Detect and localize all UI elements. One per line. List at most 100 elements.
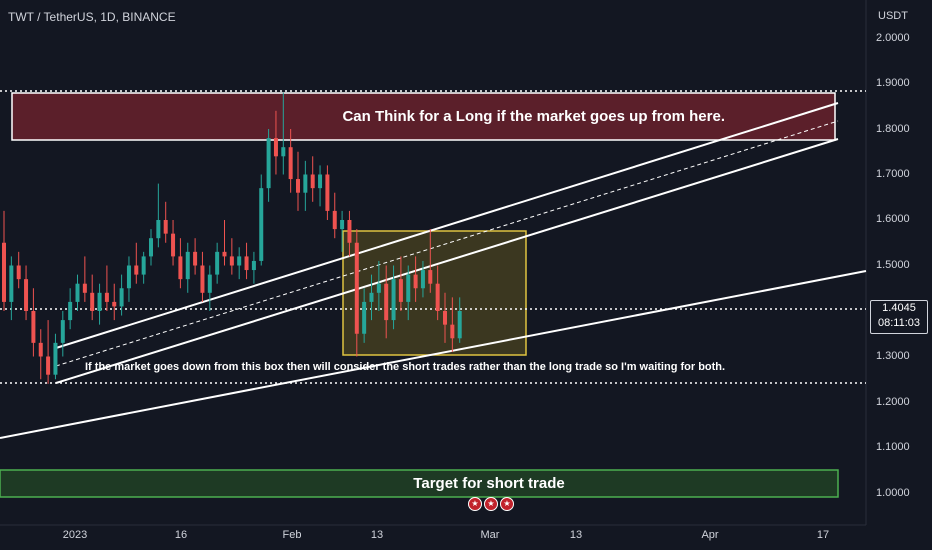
y-tick-label: 1.9000: [876, 77, 910, 89]
candle-body: [332, 210, 337, 230]
candle-body: [354, 242, 359, 334]
candle-body: [24, 279, 29, 311]
us-flag-event-icon[interactable]: ★: [468, 497, 482, 511]
x-tick-label: Mar: [480, 529, 500, 541]
candle-body: [119, 288, 124, 307]
y-tick-label: 1.6000: [876, 213, 910, 225]
candle-body: [443, 311, 447, 325]
candle-body: [450, 324, 455, 339]
candle-body: [288, 147, 293, 180]
y-tick-label: 1.0000: [876, 487, 910, 499]
x-tick-label: 2023: [62, 529, 88, 541]
candle-body: [244, 256, 249, 271]
candle-body: [376, 283, 381, 293]
candle-body: [16, 265, 21, 280]
x-tick-label: 13: [569, 529, 583, 541]
long-zone: [11, 92, 836, 141]
candle-body: [413, 274, 418, 289]
candle-body: [398, 279, 403, 302]
x-tick-label: Feb: [282, 529, 302, 541]
candle-body: [391, 279, 396, 321]
candle-body: [75, 283, 80, 302]
candle-body: [193, 251, 198, 266]
candle-body: [296, 179, 300, 193]
candle-body: [134, 265, 139, 275]
y-tick-label: 1.2000: [876, 396, 910, 408]
candle-body: [347, 220, 352, 243]
candle-body: [46, 356, 51, 375]
candle-body: [141, 256, 146, 275]
box-note-label: If the market goes down from this box th…: [85, 361, 726, 373]
economic-events-row[interactable]: ★ ★ ★: [468, 497, 514, 511]
candle-body: [97, 292, 102, 311]
x-tick-label: Apr: [701, 529, 719, 541]
candle-body: [149, 238, 153, 257]
candle-body: [251, 260, 256, 271]
target-zone-label: Target for short trade: [413, 475, 565, 492]
candle-body: [303, 174, 308, 193]
chart-header-title: TWT / TetherUS, 1D, BINANCE: [8, 10, 176, 24]
candle-body: [229, 256, 234, 266]
candle-body: [420, 270, 425, 289]
candle-body: [82, 283, 87, 293]
y-tick-label: 2.0000: [876, 32, 910, 44]
candle-body: [237, 256, 242, 266]
candle-body: [340, 220, 345, 230]
y-tick-label: 1.3000: [876, 350, 910, 362]
candle-body: [2, 242, 6, 302]
candle-body: [428, 270, 433, 284]
candle-body: [112, 301, 117, 307]
candle-body: [215, 251, 220, 275]
y-tick-label: 1.1000: [876, 441, 910, 453]
x-tick-label: 13: [370, 529, 384, 541]
x-tick-label: 16: [174, 529, 188, 541]
candle-body: [259, 188, 264, 261]
y-tick-label: 1.5000: [876, 259, 910, 271]
candle-body: [9, 265, 14, 302]
candle-body: [369, 292, 374, 302]
candle-body: [185, 251, 190, 280]
candle-body: [31, 311, 36, 343]
us-flag-event-icon[interactable]: ★: [500, 497, 514, 511]
x-tick-label: 17: [816, 529, 830, 541]
channel-mid-line: [55, 120, 839, 367]
current-price-value: 1.4045: [882, 302, 916, 314]
candle-body: [60, 320, 65, 343]
candle-body: [156, 220, 161, 239]
y-tick-label: 1.7000: [876, 168, 910, 180]
candle-body: [222, 251, 227, 257]
candle-body: [435, 283, 440, 311]
candle-body: [384, 283, 389, 321]
long-zone-label: Can Think for a Long if the market goes …: [342, 108, 725, 125]
candle-body: [325, 174, 330, 211]
candle-body: [281, 147, 286, 157]
candle-body: [406, 274, 411, 302]
candle-body: [68, 301, 73, 321]
candle-body: [171, 233, 176, 257]
candles-group: [2, 92, 462, 384]
target-zone: [0, 469, 839, 498]
candle-body: [90, 292, 95, 311]
candle-body: [362, 301, 367, 334]
candle-body: [126, 265, 131, 289]
candle-body: [200, 265, 205, 293]
candle-body: [163, 220, 168, 234]
bar-countdown: 08:11:03: [877, 317, 920, 329]
candle-body: [38, 342, 43, 357]
candle-body: [207, 274, 212, 293]
channel-lower-line: [55, 138, 839, 384]
candle-body: [457, 311, 462, 339]
price-unit-label: USDT: [878, 10, 908, 22]
candle-body: [310, 174, 315, 189]
y-tick-label: 1.8000: [876, 123, 910, 135]
candle-body: [318, 174, 323, 189]
candle-body: [178, 256, 183, 280]
channel-upper-line: [55, 102, 839, 349]
current-price-tag: 1.4045 08:11:03: [870, 300, 928, 334]
us-flag-event-icon[interactable]: ★: [484, 497, 498, 511]
candle-body: [266, 138, 271, 189]
candle-body: [104, 292, 109, 302]
long-trendline: [0, 270, 867, 439]
candle-body: [273, 138, 278, 157]
